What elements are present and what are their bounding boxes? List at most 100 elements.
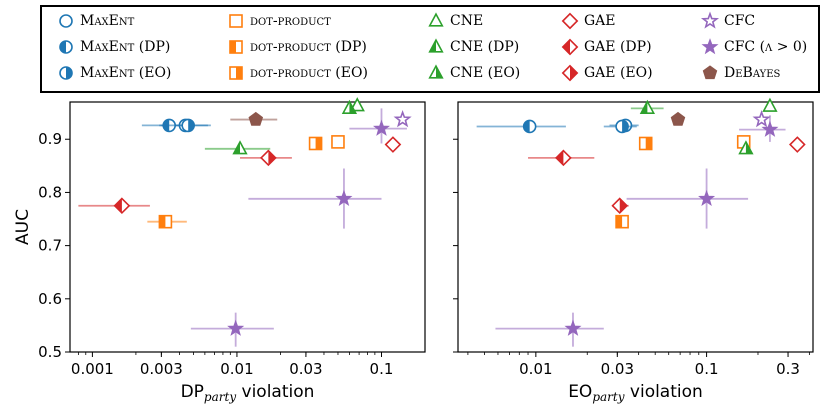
data-point [230, 111, 278, 126]
point-marker [738, 140, 754, 155]
data-point [248, 168, 382, 229]
data-point [349, 108, 407, 144]
legend-label: GAE (DP) [584, 39, 652, 55]
data-point [190, 312, 274, 347]
legend-entry: dot-product (DP) [228, 39, 367, 55]
x-tick-label: 0.03 [289, 360, 322, 378]
data-point [762, 97, 778, 112]
data-point [341, 99, 358, 114]
legend-marker-icon [701, 38, 719, 55]
point-marker [113, 197, 131, 215]
x-tick-label: 0.03 [601, 360, 634, 378]
y-tick-label: 0.9 [38, 130, 62, 148]
legend-label: CFC (λ > 0) [724, 39, 808, 55]
x-tick-label: 0.3 [776, 360, 800, 378]
point-marker [762, 97, 778, 112]
legend-entry: CFC (λ > 0) [701, 38, 808, 55]
legend-marker-icon [700, 11, 720, 29]
data-point [611, 197, 629, 215]
legend-marker-icon [561, 12, 579, 30]
point-marker [670, 111, 686, 126]
legend-label: MaxEnt [80, 13, 135, 29]
x-tick-label: 0.01 [519, 360, 552, 378]
legend-marker-icon [702, 65, 718, 80]
legend-entry: GAE [561, 12, 616, 30]
legend-label: DeBayes [724, 65, 781, 81]
point-marker [260, 149, 277, 167]
legend-entry: MaxEnt [58, 13, 134, 29]
x-axis-label: EOparty violation [568, 382, 703, 404]
legend-marker-icon [229, 40, 243, 54]
legend-marker-icon [428, 38, 444, 53]
point-marker [393, 110, 412, 128]
legend-marker-icon [59, 40, 73, 54]
point-marker [555, 149, 572, 167]
data-point [384, 136, 402, 153]
legend-entry: dot-product (EO) [228, 65, 368, 81]
legend-marker-icon [59, 66, 73, 80]
legend-entry: GAE (EO) [561, 64, 653, 82]
point-marker [372, 119, 390, 136]
x-tick-label: 0.1 [370, 360, 394, 378]
point-marker [341, 99, 358, 114]
legend-entry: DeBayes [702, 65, 780, 81]
legend-entry: MaxEnt (EO) [58, 65, 171, 81]
legend-marker-icon [561, 38, 579, 56]
point-marker [181, 118, 195, 133]
data-point [78, 197, 150, 215]
data-point [738, 140, 754, 155]
point-marker [564, 319, 582, 336]
data-point [752, 110, 771, 128]
data-point [788, 136, 806, 153]
data-point [240, 149, 292, 167]
x-tick-label: 0.01 [220, 360, 253, 378]
point-marker [639, 99, 656, 114]
legend-marker-icon [561, 64, 579, 82]
point-marker [761, 120, 779, 137]
point-marker [788, 136, 806, 153]
x-axis-label: DPparty violation [181, 382, 315, 404]
point-marker [615, 119, 629, 134]
data-point [204, 140, 271, 155]
data-point [630, 99, 664, 114]
y-axis-label: AUC [13, 209, 33, 245]
legend-label: CNE (EO) [450, 65, 521, 81]
y-tick-label: 0.7 [38, 237, 62, 255]
plot-frame [457, 101, 814, 353]
data-point [349, 97, 365, 112]
x-tick-label: 0.003 [140, 360, 183, 378]
data-point [393, 110, 412, 128]
legend-marker-icon [229, 66, 243, 80]
point-marker [752, 110, 771, 128]
legend-label: CFC [724, 13, 756, 29]
point-marker [232, 140, 248, 155]
data-point [615, 214, 629, 229]
point-marker [615, 214, 629, 229]
legend-entry: CNE (DP) [428, 38, 520, 55]
y-tick-label: 0.8 [38, 183, 62, 201]
x-tick-label: 0.001 [71, 360, 114, 378]
y-tick-label: 0.5 [38, 343, 62, 361]
data-point [670, 111, 686, 126]
legend-entry: CNE [428, 12, 483, 29]
legend-entry: dot-product [228, 13, 331, 29]
legend-label: CNE (DP) [450, 39, 520, 55]
legend-label: dot-product (DP) [250, 39, 367, 55]
data-point [528, 149, 595, 167]
legend-marker-icon [428, 12, 444, 27]
point-marker [522, 119, 537, 134]
legend: MaxEnt MaxEnt (DP) MaxEnt (EO) dot-product d… [40, 5, 820, 93]
legend-label: GAE (EO) [584, 65, 653, 81]
data-point [638, 136, 653, 151]
data-point [331, 135, 345, 149]
legend-marker-icon [59, 14, 73, 28]
plot-frame [69, 101, 426, 353]
legend-label: MaxEnt (DP) [80, 39, 171, 55]
data-point [147, 214, 187, 229]
y-tick-label: 0.6 [38, 290, 62, 308]
legend-entry: GAE (DP) [561, 38, 652, 56]
point-marker [349, 97, 365, 112]
point-marker [384, 136, 402, 153]
legend-label: dot-product (EO) [250, 65, 368, 81]
point-marker [248, 111, 264, 126]
